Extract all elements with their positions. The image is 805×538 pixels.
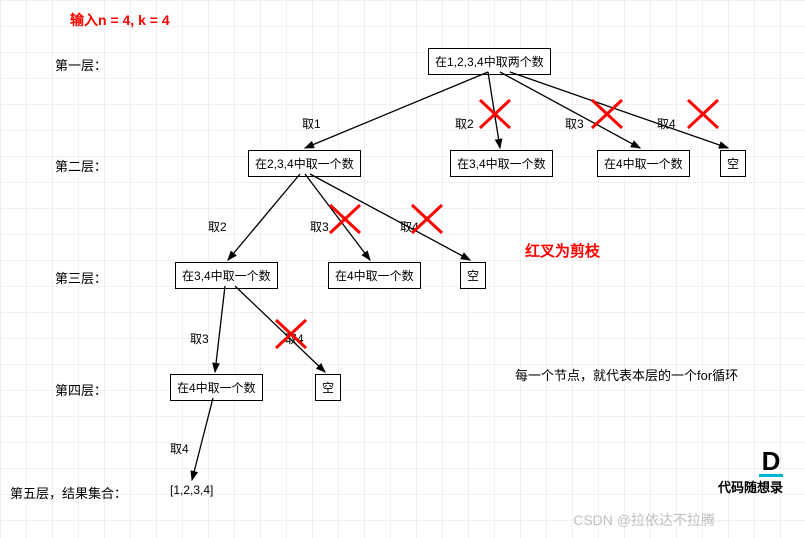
title: 输入n = 4, k = 4 xyxy=(70,10,170,30)
level2-label: 第二层： xyxy=(55,156,107,175)
for-loop-note: 每一个节点，就代表本层的一个for循环 xyxy=(515,365,738,384)
edge-2a: 取2 xyxy=(208,218,227,235)
edge-1c: 取3 xyxy=(565,115,584,132)
node-l3-c: 空 xyxy=(460,262,486,289)
logo: D 代码随想录 xyxy=(711,451,783,496)
edge-1a: 取1 xyxy=(302,115,321,132)
node-l4-b: 空 xyxy=(315,374,341,401)
node-l4-a: 在4中取一个数 xyxy=(170,374,263,401)
node-root: 在1,2,3,4中取两个数 xyxy=(428,48,551,75)
edge-2b: 取3 xyxy=(310,218,329,235)
edge-3a: 取3 xyxy=(190,330,209,347)
node-l2-d: 空 xyxy=(720,150,746,177)
watermark: CSDN @拉依达不拉腾 xyxy=(573,510,715,530)
level4-label: 第四层： xyxy=(55,380,107,399)
pruning-note: 红叉为剪枝 xyxy=(525,240,600,261)
result: [1,2,3,4] xyxy=(170,483,213,497)
edge-1b: 取2 xyxy=(455,115,474,132)
level3-label: 第三层： xyxy=(55,268,107,287)
logo-icon: D xyxy=(759,451,783,477)
level1-label: 第一层： xyxy=(55,55,107,74)
node-l3-a: 在3,4中取一个数 xyxy=(175,262,278,289)
edge-2c: 取4 xyxy=(400,218,419,235)
level5-label: 第五层，结果集合： xyxy=(10,483,127,502)
node-l2-b: 在3,4中取一个数 xyxy=(450,150,553,177)
logo-text: 代码随想录 xyxy=(718,480,783,495)
edge-3b: 取4 xyxy=(285,330,304,347)
edge-4a: 取4 xyxy=(170,440,189,457)
node-l2-a: 在2,3,4中取一个数 xyxy=(248,150,361,177)
node-l3-b: 在4中取一个数 xyxy=(328,262,421,289)
node-l2-c: 在4中取一个数 xyxy=(597,150,690,177)
edge-1d: 取4 xyxy=(657,115,676,132)
